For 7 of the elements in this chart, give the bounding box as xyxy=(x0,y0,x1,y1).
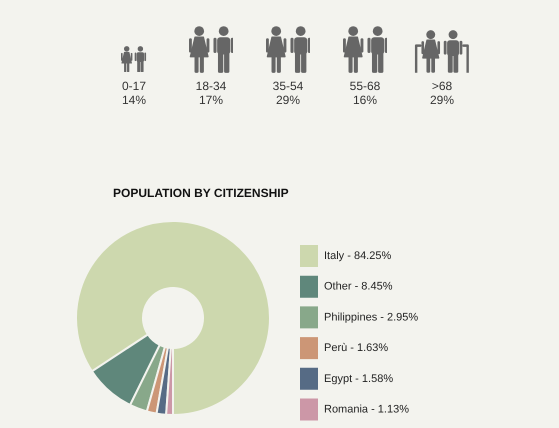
legend-label: Egypt - 1.58% xyxy=(324,372,394,385)
legend-label: Philippines - 2.95% xyxy=(324,311,418,324)
chart-title: POPULATION BY CITIZENSHIP xyxy=(113,186,289,200)
legend-label: Other - 8.45% xyxy=(324,280,393,293)
legend-label: Perù - 1.63% xyxy=(324,342,388,354)
legend-label: Romania - 1.13% xyxy=(324,404,410,416)
legend-label: Italy - 84.25% xyxy=(324,250,392,262)
